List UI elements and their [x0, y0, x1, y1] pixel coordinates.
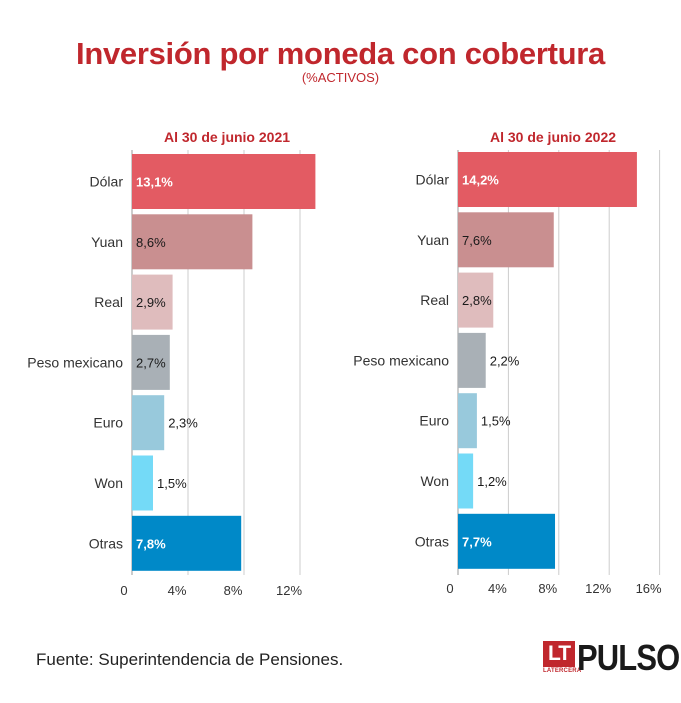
category-label-2021-5: Won — [94, 475, 123, 491]
category-label-2021-2: Real — [94, 294, 123, 310]
bar-2022-1 — [458, 212, 554, 268]
data-label-2021-2: 2,9% — [136, 295, 166, 310]
bar-2021-5 — [132, 455, 153, 511]
tick-label-2021-3: 12% — [276, 583, 302, 598]
panel-title-2022: Al 30 de junio 2022 — [489, 129, 617, 145]
bar-2021-6 — [132, 515, 242, 571]
tick-label-2021-1: 4% — [168, 583, 187, 598]
data-label-2021-3: 2,7% — [136, 355, 166, 370]
bar-2022-4 — [458, 393, 477, 449]
logo-tagline: LATERCERA — [543, 668, 582, 674]
data-label-2022-6: 7,7% — [462, 534, 492, 549]
data-label-2022-3: 2,2% — [490, 353, 520, 368]
category-label-2021-6: Otras — [89, 535, 123, 551]
bar-2021-2 — [132, 274, 173, 330]
tick-label-2021-2: 8% — [224, 583, 243, 598]
category-label-2021-1: Yuan — [91, 234, 123, 250]
data-label-2021-6: 7,8% — [136, 536, 166, 551]
data-label-2022-4: 1,5% — [481, 414, 511, 429]
data-label-2021-1: 8,6% — [136, 235, 166, 250]
category-label-2022-5: Won — [420, 473, 449, 489]
bar-charts: Dólar 13,1% Yuan 8,6% Real 2,9% Peso mexicano 2… — [27, 150, 662, 598]
chart-title: Inversión por moneda con cobertura — [76, 36, 605, 71]
bar-2021-0 — [132, 154, 316, 209]
panel-title-2021: Al 30 de junio 2021 — [163, 129, 291, 145]
category-label-2022-0: Dólar — [416, 172, 450, 188]
chart-subtitle: (%ACTIVOS) — [301, 70, 380, 85]
category-label-2021-4: Euro — [93, 415, 123, 431]
tick-label-2022-3: 12% — [585, 581, 611, 596]
category-label-2022-2: Real — [420, 292, 449, 308]
tick-label-2022-4: 16% — [636, 581, 662, 596]
category-label-2022-4: Euro — [419, 413, 449, 429]
bar-2022-6 — [458, 513, 556, 569]
data-label-2021-5: 1,5% — [157, 476, 187, 491]
bar-2022-5 — [458, 453, 474, 509]
category-label-2021-0: Dólar — [90, 174, 124, 190]
logo-wordmark: PULSO — [577, 637, 680, 678]
category-label-2022-1: Yuan — [417, 232, 449, 248]
tick-label-2022-0: 0 — [446, 581, 453, 596]
data-label-2022-1: 7,6% — [462, 233, 492, 248]
tick-label-2022-1: 4% — [488, 581, 507, 596]
bar-2022-0 — [458, 152, 637, 207]
bar-2022-3 — [458, 332, 486, 388]
bar-2022-2 — [458, 272, 494, 328]
category-label-2021-3: Peso mexicano — [27, 354, 123, 370]
data-label-2021-0: 13,1% — [136, 175, 173, 190]
category-label-2022-3: Peso mexicano — [353, 352, 449, 368]
tick-label-2022-2: 8% — [538, 581, 557, 596]
logo-lt-mark: LT — [543, 641, 575, 667]
data-label-2021-4: 2,3% — [168, 416, 198, 431]
bar-2021-1 — [132, 214, 253, 270]
source-note: Fuente: Superintendencia de Pensiones. — [36, 650, 344, 669]
data-label-2022-5: 1,2% — [477, 474, 507, 489]
bar-2021-3 — [132, 334, 170, 390]
bar-2021-4 — [132, 395, 165, 451]
data-label-2022-0: 14,2% — [462, 173, 499, 188]
category-label-2022-6: Otras — [415, 533, 449, 549]
tick-label-2021-0: 0 — [120, 583, 127, 598]
data-label-2022-2: 2,8% — [462, 293, 492, 308]
